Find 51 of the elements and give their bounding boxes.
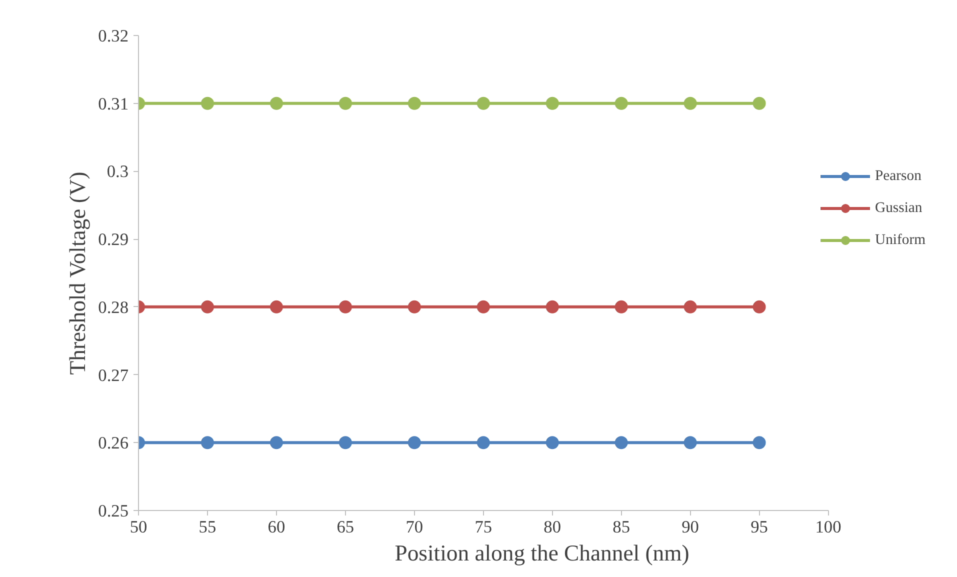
point <box>546 436 559 450</box>
legend-label: Gussian <box>875 200 922 216</box>
point <box>476 300 490 314</box>
y-tick-label: 0.27 <box>98 366 129 385</box>
x-tick-label: 95 <box>750 518 768 536</box>
point <box>270 436 283 450</box>
x-tick-label: 80 <box>544 518 562 536</box>
legend-label: Pearson <box>875 168 922 184</box>
point <box>684 96 697 110</box>
point <box>614 300 628 314</box>
y-tick-label: 0.29 <box>98 230 129 250</box>
x-tick-label: 85 <box>612 518 630 536</box>
point <box>752 300 766 314</box>
point <box>476 96 490 110</box>
y-tick-label: 0.28 <box>98 298 129 317</box>
point <box>270 300 283 314</box>
y-axis-title: Threshold Voltage (V) <box>65 172 90 375</box>
point <box>614 436 628 450</box>
x-tick-label: 65 <box>336 518 354 536</box>
point <box>338 96 352 110</box>
x-tick-label: 50 <box>130 518 148 536</box>
point <box>200 436 214 450</box>
point <box>408 96 421 110</box>
legend-label: Uniform <box>875 232 926 248</box>
y-tick-label: 0.32 <box>98 26 129 46</box>
point <box>684 300 697 314</box>
point <box>338 436 352 450</box>
x-axis-title: Position along the Channel (nm) <box>394 540 690 566</box>
point <box>546 96 559 110</box>
point <box>476 436 490 450</box>
point <box>684 436 697 450</box>
x-tick-label: 60 <box>268 518 286 536</box>
point <box>408 436 421 450</box>
point <box>408 300 421 314</box>
y-tick-label: 0.31 <box>98 94 129 114</box>
point <box>270 96 283 110</box>
y-tick-label: 0.26 <box>98 434 129 453</box>
point <box>546 300 559 314</box>
y-tick-label: 0.25 <box>98 502 129 520</box>
x-tick-label: 90 <box>682 518 699 536</box>
point <box>338 300 352 314</box>
x-tick-label: 70 <box>406 518 424 536</box>
x-tick-label: 100 <box>815 518 842 536</box>
point <box>614 96 628 110</box>
point <box>200 300 214 314</box>
point <box>752 96 766 110</box>
y-tick-label: 0.3 <box>106 162 129 182</box>
point <box>752 436 766 450</box>
x-tick-label: 55 <box>198 518 216 536</box>
x-tick-label: 75 <box>474 518 492 536</box>
point <box>200 96 214 110</box>
